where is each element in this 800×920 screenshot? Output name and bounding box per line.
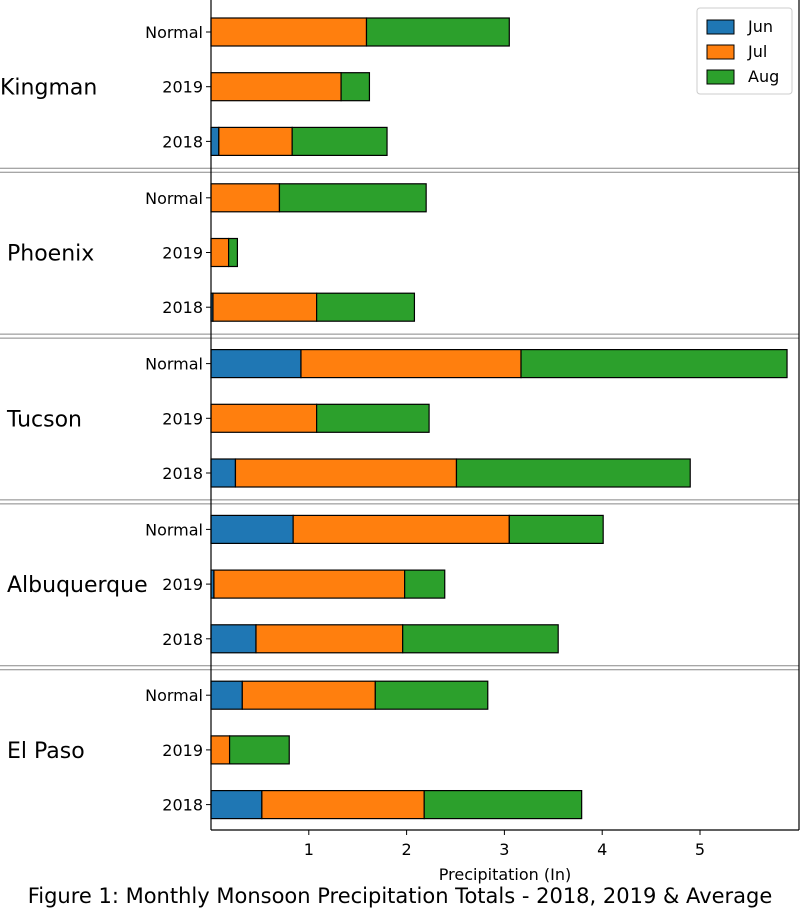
x-tick-label: 2 xyxy=(402,840,412,859)
x-tick-label: 1 xyxy=(304,840,314,859)
group-label: Phoenix xyxy=(7,242,94,267)
row-label: Normal xyxy=(145,23,203,42)
bar-aug xyxy=(404,569,446,599)
row-label: 2018 xyxy=(162,298,203,317)
bar-jun xyxy=(210,514,294,545)
row-label: 2019 xyxy=(162,575,203,594)
bar-jul xyxy=(300,349,522,379)
bar-jun xyxy=(210,349,302,379)
bar-aug xyxy=(402,624,559,654)
legend-swatch-jun xyxy=(706,19,735,35)
bar-jul xyxy=(210,183,281,213)
bar-jul xyxy=(210,237,230,268)
row-label: 2018 xyxy=(162,796,203,815)
legend-swatch-jul xyxy=(706,44,735,60)
legend-label: Jul xyxy=(747,42,767,61)
bar-aug xyxy=(316,292,416,322)
row-label: Normal xyxy=(145,686,203,705)
bar-jul xyxy=(210,403,318,433)
bar-aug xyxy=(374,680,489,710)
bar-aug xyxy=(455,458,691,488)
legend-label: Jun xyxy=(747,17,773,36)
row-label: 2018 xyxy=(162,630,203,649)
row-label: Normal xyxy=(145,355,203,374)
figure-caption: Figure 1: Monthly Monsoon Precipitation … xyxy=(27,884,773,908)
row-label: 2019 xyxy=(162,78,203,97)
bar-aug xyxy=(278,183,427,213)
bar-aug xyxy=(228,237,239,268)
bar-jul xyxy=(210,72,342,102)
x-axis-label: Precipitation (In) xyxy=(439,865,571,884)
legend-label: Aug xyxy=(748,67,779,86)
bar-jul xyxy=(234,458,458,488)
bar-aug xyxy=(520,349,788,379)
bar-jul xyxy=(213,569,406,599)
bar-jul xyxy=(212,292,318,322)
row-label: 2019 xyxy=(162,244,203,263)
row-label: 2018 xyxy=(162,132,203,151)
bar-jul xyxy=(255,624,404,654)
legend-swatch-aug xyxy=(706,69,735,85)
group-label: Tucson xyxy=(6,407,82,432)
x-tick-label: 3 xyxy=(499,840,509,859)
row-label: 2019 xyxy=(162,741,203,760)
bar-aug xyxy=(316,403,430,433)
bar-jul xyxy=(261,789,425,820)
x-tick-label: 4 xyxy=(597,840,607,859)
bar-aug xyxy=(228,735,290,765)
row-label: 2019 xyxy=(162,409,203,428)
bar-aug xyxy=(423,789,583,820)
bar-aug xyxy=(365,17,510,47)
group-label: El Paso xyxy=(7,739,85,764)
row-label: 2018 xyxy=(162,464,203,483)
bar-jul xyxy=(241,680,376,710)
bar-jun xyxy=(210,458,237,488)
bar-jun xyxy=(210,624,257,654)
group-label: Kingman xyxy=(0,76,97,101)
bar-aug xyxy=(508,514,604,545)
bar-jul xyxy=(210,17,368,47)
bar-jul xyxy=(210,735,231,765)
x-tick-label: 5 xyxy=(695,840,705,859)
bar-jun xyxy=(210,789,263,820)
bar-aug xyxy=(291,126,388,157)
row-label: Normal xyxy=(145,520,203,539)
bar-aug xyxy=(340,72,371,102)
group-label: Albuquerque xyxy=(7,573,148,598)
bar-jul xyxy=(292,514,510,545)
bar-jun xyxy=(210,680,243,710)
bar-jul xyxy=(218,126,293,157)
row-label: Normal xyxy=(145,189,203,208)
bar-jun xyxy=(210,126,220,157)
